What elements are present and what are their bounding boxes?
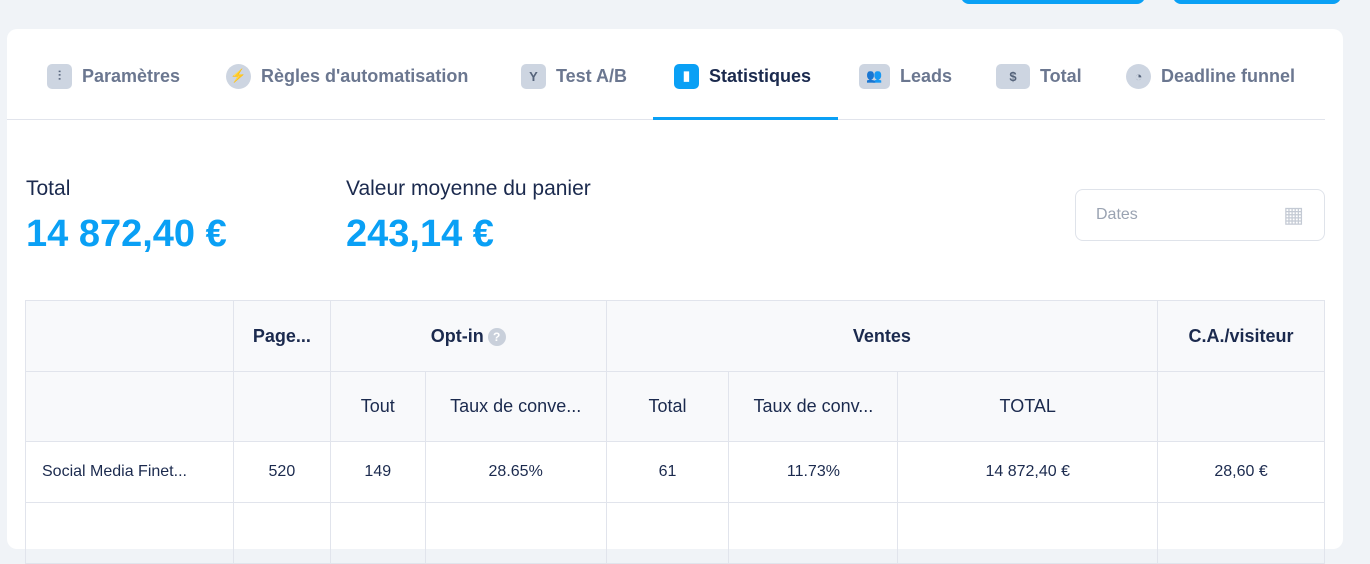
subheader-taux-optin[interactable]: Taux de conve...	[424, 371, 607, 442]
bolt-icon: ⚡	[226, 63, 251, 89]
tab-label: Règles d'automatisation	[261, 65, 469, 86]
cell-page-name[interactable]: Social Media Finet...	[25, 441, 234, 503]
cell: 14 872,40 €	[897, 441, 1159, 503]
cell: 149	[329, 441, 426, 503]
group-header-ventes: Ventes	[605, 300, 1159, 372]
subheader-total[interactable]: Total	[605, 371, 730, 442]
split-icon: Y	[521, 63, 546, 89]
tab-deadline-funnel[interactable]: ◔ Deadline funnel	[1126, 63, 1295, 89]
group-header-ca: C.A./visiteur	[1157, 300, 1325, 372]
subheader-taux-ventes[interactable]: Taux de conv...	[728, 371, 899, 442]
group-header-page[interactable]: Page...	[232, 300, 331, 372]
tab-regles[interactable]: ⚡ Règles d'automatisation	[226, 63, 468, 89]
subheader	[232, 371, 331, 442]
tab-bar: ⫶ Paramètres ⚡ Règles d'automatisation Y Te…	[7, 29, 1325, 120]
table-subheader: Tout Taux de conve... Total Taux de conv…	[25, 371, 1325, 442]
tab-label: Paramètres	[82, 65, 181, 86]
dates-picker[interactable]: Dates ▦	[1075, 189, 1325, 241]
sliders-icon: ⫶	[47, 63, 72, 89]
tab-label: Deadline funnel	[1161, 65, 1296, 86]
stats-table: Page... Opt-in? Ventes C.A./visiteur Tou…	[25, 300, 1325, 564]
calendar-icon: ▦	[1283, 202, 1304, 227]
kpi-label: Total	[26, 177, 71, 200]
tab-parametres[interactable]: ⫶ Paramètres	[47, 63, 180, 89]
cell: 61	[605, 441, 730, 503]
cell: 520	[232, 441, 331, 503]
subheader-total-amount[interactable]: TOTAL	[897, 371, 1159, 442]
subheader-tout[interactable]: Tout	[329, 371, 426, 442]
kpi-average-cart: Valeur moyenne du panier 243,14 €	[346, 177, 591, 256]
tab-label: Leads	[900, 65, 953, 86]
table-group-header: Page... Opt-in? Ventes C.A./visiteur	[25, 300, 1325, 372]
kpi-value: 14 872,40 €	[26, 213, 227, 255]
active-tab-indicator	[653, 117, 838, 120]
tab-statistiques[interactable]: ▮ Statistiques	[674, 63, 811, 89]
tab-label: Test A/B	[556, 65, 628, 86]
table-row-partial	[25, 502, 1325, 564]
cell: 11.73%	[728, 441, 899, 503]
tab-label: Total	[1040, 65, 1082, 86]
group-header	[25, 300, 234, 372]
help-icon[interactable]: ?	[487, 327, 506, 346]
tab-leads[interactable]: 👥 Leads	[859, 63, 952, 89]
bar-chart-icon: ▮	[674, 63, 699, 89]
tab-total[interactable]: $ Total	[996, 63, 1082, 89]
table-row: Social Media Finet... 520 149 28.65% 61 …	[25, 441, 1325, 503]
dates-placeholder: Dates	[1096, 206, 1138, 223]
kpi-total: Total 14 872,40 €	[26, 177, 227, 256]
clock-icon: ◔	[1126, 63, 1151, 89]
cell: 28.65%	[424, 441, 607, 503]
group-header-optin: Opt-in?	[329, 300, 607, 372]
kpi-value: 243,14 €	[346, 213, 494, 255]
tab-label: Statistiques	[709, 65, 812, 86]
group-header-label: Opt-in	[430, 325, 484, 346]
kpi-label: Valeur moyenne du panier	[346, 177, 591, 200]
dollar-icon: $	[996, 63, 1030, 89]
subheader	[1157, 371, 1325, 442]
cell: 28,60 €	[1157, 441, 1325, 503]
statistics-card: ⫶ Paramètres ⚡ Règles d'automatisation Y Te…	[7, 29, 1343, 564]
subheader	[25, 371, 234, 442]
tab-test-ab[interactable]: Y Test A/B	[521, 63, 627, 89]
users-icon: 👥	[859, 63, 890, 89]
top-action-button-1[interactable]	[961, 0, 1145, 4]
top-action-button-2[interactable]	[1173, 0, 1341, 4]
